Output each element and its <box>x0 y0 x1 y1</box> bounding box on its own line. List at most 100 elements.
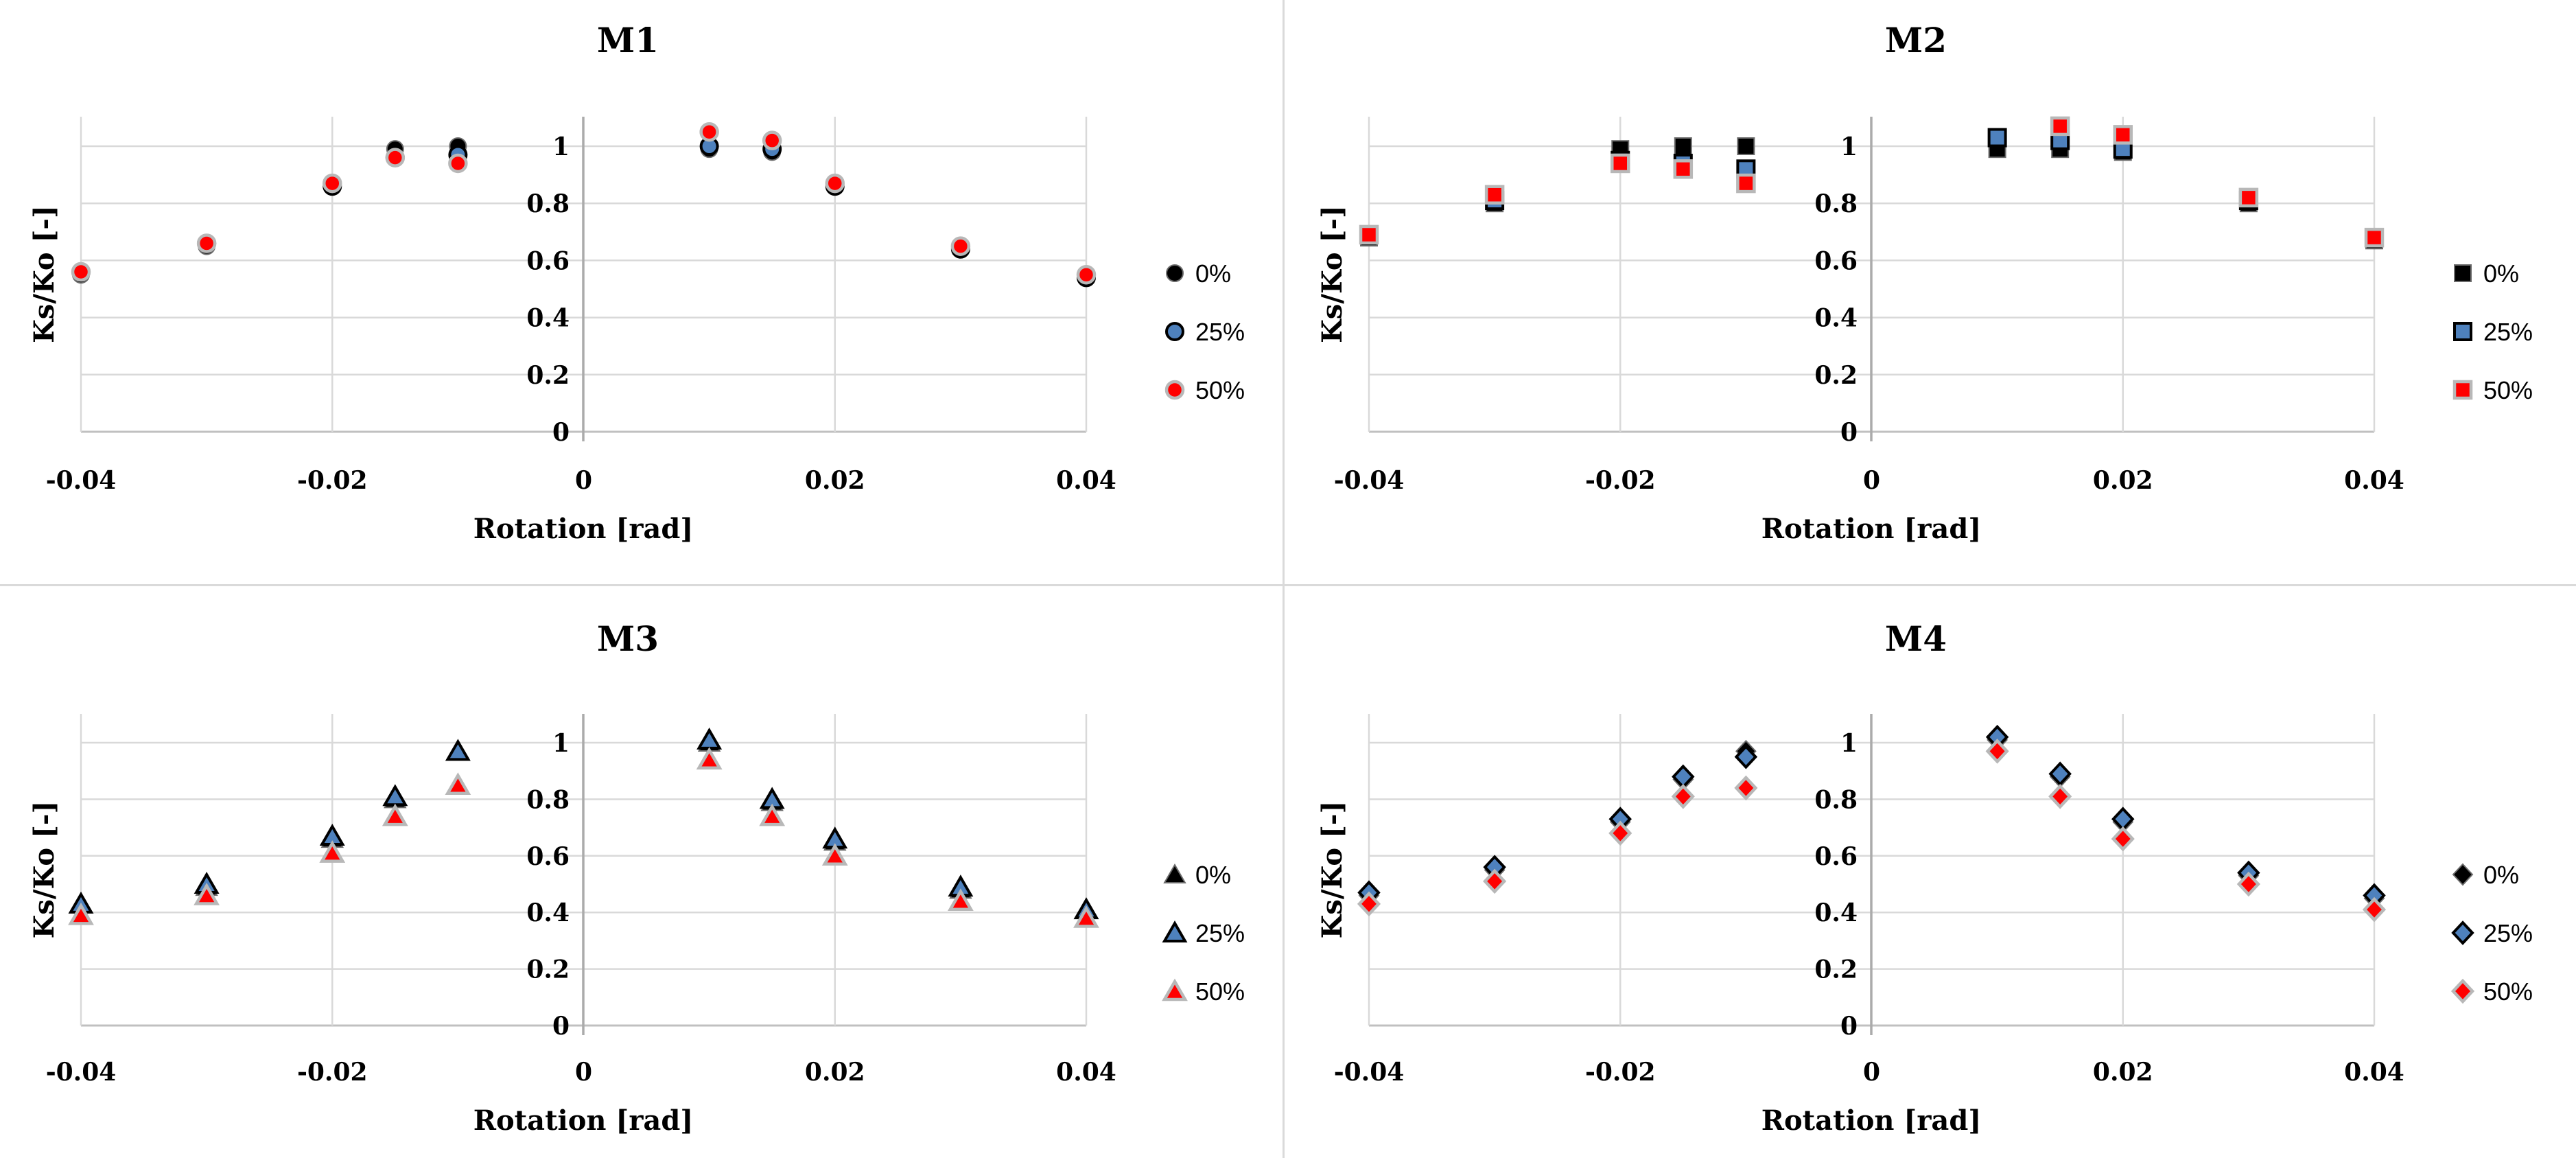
chart-title: M1 <box>597 20 659 60</box>
legend-item-25%: 25% <box>1162 919 1245 947</box>
y-tick-label: 0.6 <box>1814 842 1858 871</box>
y-tick-label: 0.4 <box>526 899 570 927</box>
data-point-25% <box>1672 764 1695 789</box>
legend-item-25%: 25% <box>2453 318 2533 346</box>
x-tick-label: -0.02 <box>1585 466 1656 495</box>
data-point-50% <box>696 747 723 769</box>
x-axis-title: Rotation [rad] <box>1761 1104 1982 1137</box>
data-point-50% <box>448 153 468 174</box>
legend-item-50%: 50% <box>2452 376 2533 404</box>
legend-label: 25% <box>1195 318 1245 346</box>
data-point-25% <box>1734 744 1758 769</box>
y-axis-title: Ks/Ko [-] <box>28 801 60 939</box>
x-axis-title: Rotation [rad] <box>473 1104 694 1137</box>
legend-circle-icon <box>1164 380 1185 400</box>
plot-svg-m3: 1 0.8 0.6 0.4 0.2 0 -0.04 -0.02 0 0.02 0.04 M3 Rotat… <box>28 618 1245 1137</box>
data-point-50% <box>1073 905 1099 928</box>
data-point-50% <box>385 148 406 167</box>
legend-label: 0% <box>2483 259 2519 288</box>
x-tick-label: -0.04 <box>46 1058 117 1087</box>
y-tick-label: 1 <box>552 729 570 758</box>
legend-label: 25% <box>1195 919 1245 947</box>
x-tick-label: 0 <box>1863 466 1880 495</box>
data-point-50% <box>762 130 782 150</box>
legend-item-25%: 25% <box>2451 919 2533 947</box>
plot-svg-m1: 1 0.8 0.6 0.4 0.2 0 -0.04 -0.02 0 0.02 0.04 M1 Rotat… <box>28 20 1245 545</box>
y-tick-label: 1 <box>1840 729 1858 758</box>
legend-label: 50% <box>2483 977 2533 1006</box>
data-point-50% <box>1076 264 1097 285</box>
x-tick-label: 0.02 <box>2093 1058 2153 1087</box>
data-point-50% <box>1673 159 1694 179</box>
chart-m3: 1 0.8 0.6 0.4 0.2 0 -0.04 -0.02 0 0.02 0.04 M3 Rotat… <box>0 579 1288 1158</box>
y-tick-label: 0 <box>552 1012 570 1041</box>
data-point-50% <box>319 840 346 863</box>
y-tick-label: 0.6 <box>526 842 570 871</box>
data-point-50% <box>196 233 217 253</box>
data-point-50% <box>1484 185 1505 205</box>
y-axis-title: Ks/Ko [-] <box>1316 801 1348 939</box>
data-point-50% <box>1483 868 1507 894</box>
chart-m1: 1 0.8 0.6 0.4 0.2 0 -0.04 -0.02 0 0.02 0.04 M1 Rotat… <box>0 0 1288 579</box>
legend-label: 25% <box>2483 919 2533 947</box>
data-point-50% <box>2048 783 2072 809</box>
data-point-50% <box>2113 125 2133 145</box>
row-divider-line <box>0 584 2576 586</box>
data-point-50% <box>2238 187 2259 208</box>
y-tick-label: 0.2 <box>1814 361 1858 390</box>
y-tick-label: 0.2 <box>526 361 570 390</box>
data-point-50% <box>445 772 471 796</box>
y-tick-label: 0 <box>552 418 570 447</box>
data-point-50% <box>71 262 91 282</box>
legend-diamond-icon <box>2450 978 2475 1004</box>
plot-svg-m2: 1 0.8 0.6 0.4 0.2 0 -0.04 -0.02 0 0.02 0.04 M2 Rotat… <box>1316 20 2533 545</box>
data-point-50% <box>382 803 408 826</box>
data-point-50% <box>1734 775 1758 801</box>
x-axis-title: Rotation [rad] <box>473 513 694 545</box>
y-tick-label: 0.4 <box>1814 304 1858 333</box>
data-point-50% <box>947 888 974 911</box>
data-point-50% <box>2111 826 2135 852</box>
y-tick-label: 0.8 <box>526 785 570 814</box>
x-tick-label: 0.04 <box>1056 1058 1116 1087</box>
x-tick-label: -0.04 <box>1334 1058 1405 1087</box>
x-tick-label: 0 <box>575 1058 592 1087</box>
data-point-50% <box>1985 739 2009 764</box>
data-point-50% <box>699 121 719 142</box>
y-tick-label: 0.4 <box>1814 899 1858 927</box>
y-tick-label: 0 <box>1840 1012 1858 1041</box>
data-point-25% <box>2048 761 2072 787</box>
x-tick-label: 0.02 <box>2093 466 2153 495</box>
x-tick-label: -0.04 <box>46 466 117 495</box>
data-point-25% <box>2111 807 2135 832</box>
data-point-0% <box>1674 137 1692 155</box>
legend-item-0%: 0% <box>2452 861 2519 889</box>
legend-diamond-icon <box>2452 863 2474 886</box>
x-tick-label: 0.04 <box>2344 466 2404 495</box>
legend-triangle-icon <box>1162 978 1188 1001</box>
chart-m4: 1 0.8 0.6 0.4 0.2 0 -0.04 -0.02 0 0.02 0.04 M4 Rotat… <box>1288 579 2576 1158</box>
data-point-50% <box>759 803 786 826</box>
data-point-50% <box>821 843 848 866</box>
legend-square-icon <box>2452 380 2473 400</box>
data-point-0% <box>1737 137 1755 155</box>
data-point-50% <box>1611 153 1630 174</box>
legend-square-icon <box>2454 264 2472 282</box>
x-tick-label: -0.04 <box>1334 466 1405 495</box>
x-tick-label: 0 <box>1863 1058 1880 1087</box>
y-axis-title: Ks/Ko [-] <box>28 205 60 343</box>
legend-item-25%: 25% <box>1165 318 1245 346</box>
x-tick-label: 0.02 <box>805 466 865 495</box>
y-tick-label: 0.4 <box>526 304 570 333</box>
legend-item-0%: 0% <box>1166 259 1231 288</box>
y-tick-label: 0.8 <box>526 189 570 218</box>
chart-m2: 1 0.8 0.6 0.4 0.2 0 -0.04 -0.02 0 0.02 0.04 M2 Rotat… <box>1288 0 2576 579</box>
x-axis-title: Rotation [rad] <box>1761 513 1982 545</box>
data-point-50% <box>323 173 342 194</box>
legend-square-icon <box>2453 322 2472 341</box>
y-tick-label: 0.8 <box>1814 189 1858 218</box>
y-axis-title: Ks/Ko [-] <box>1316 205 1348 343</box>
data-point-50% <box>1736 173 1756 194</box>
legend-circle-icon <box>1165 322 1184 341</box>
